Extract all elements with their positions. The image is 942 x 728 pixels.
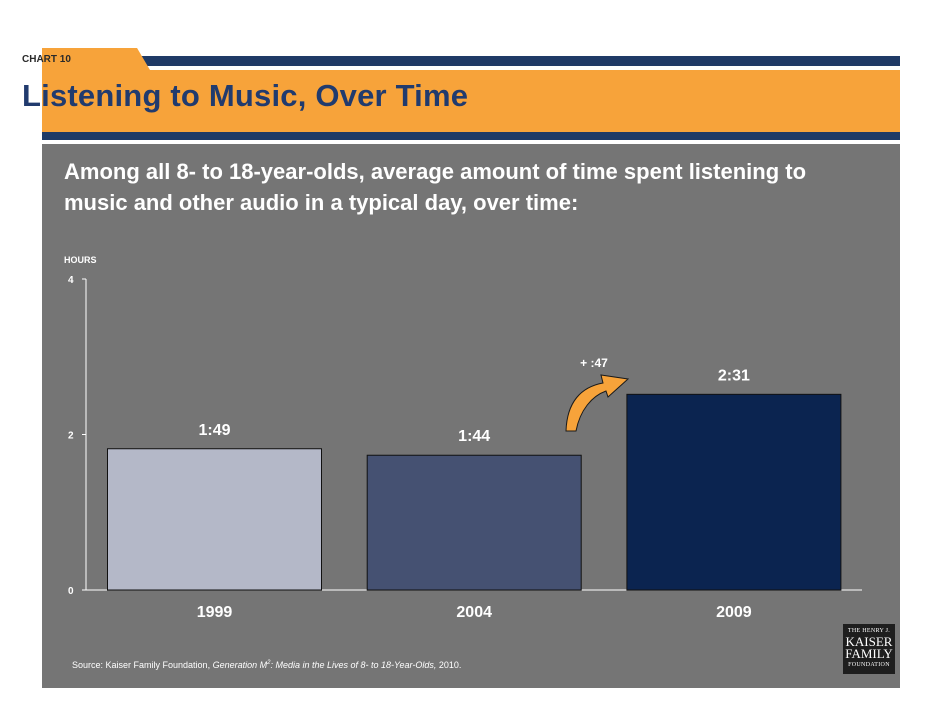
bar-2004	[366, 454, 582, 591]
y-tick-label: 0	[68, 586, 74, 597]
source-title: Generation M2: Media in the Lives of 8- …	[213, 660, 437, 670]
chart-number-label: CHART 10	[22, 54, 71, 65]
title-band	[42, 70, 900, 132]
source-title-sup: 2	[267, 660, 271, 666]
y-tick-label: 2	[68, 431, 74, 442]
logo-line-2: KAISER	[845, 634, 893, 649]
chart-subtitle: Among all 8- to 18-year-olds, average am…	[64, 159, 807, 215]
logo-line-4: FOUNDATION	[848, 662, 890, 668]
kaiser-logo: THE HENRY J. KAISER FAMILY FOUNDATION	[843, 624, 895, 674]
source-title-main: Generation M	[212, 660, 268, 670]
y-tick-label: 4	[68, 275, 74, 286]
header-top-stripe	[42, 56, 900, 66]
header-bottom-stripe	[42, 132, 900, 140]
source-suffix: 2010.	[436, 660, 462, 670]
bar-2009	[626, 393, 842, 591]
logo-line-3: FAMILY	[845, 646, 893, 661]
value-label-1999: 1:49	[198, 422, 230, 439]
source-prefix: Source: Kaiser Family Foundation,	[72, 660, 213, 670]
value-label-2004: 1:44	[458, 428, 490, 445]
page-title: Listening to Music, Over Time	[22, 78, 469, 113]
bar-1999	[107, 448, 322, 591]
source-note: Source: Kaiser Family Foundation, Genera…	[72, 660, 461, 670]
chart-number-tab	[42, 48, 150, 70]
value-label-2009: 2:31	[718, 367, 750, 384]
category-label-1999: 1999	[197, 604, 233, 621]
source-title-rest: : Media in the Lives of 8- to 18-Year-Ol…	[270, 660, 437, 670]
change-annotation: + :47	[580, 356, 608, 370]
category-label-2009: 2009	[716, 604, 752, 621]
category-label-2004: 2004	[456, 604, 492, 621]
curved-arrow-icon	[565, 374, 630, 432]
logo-line-1: THE HENRY J.	[847, 628, 891, 634]
y-unit-label: HOURS	[64, 255, 97, 265]
